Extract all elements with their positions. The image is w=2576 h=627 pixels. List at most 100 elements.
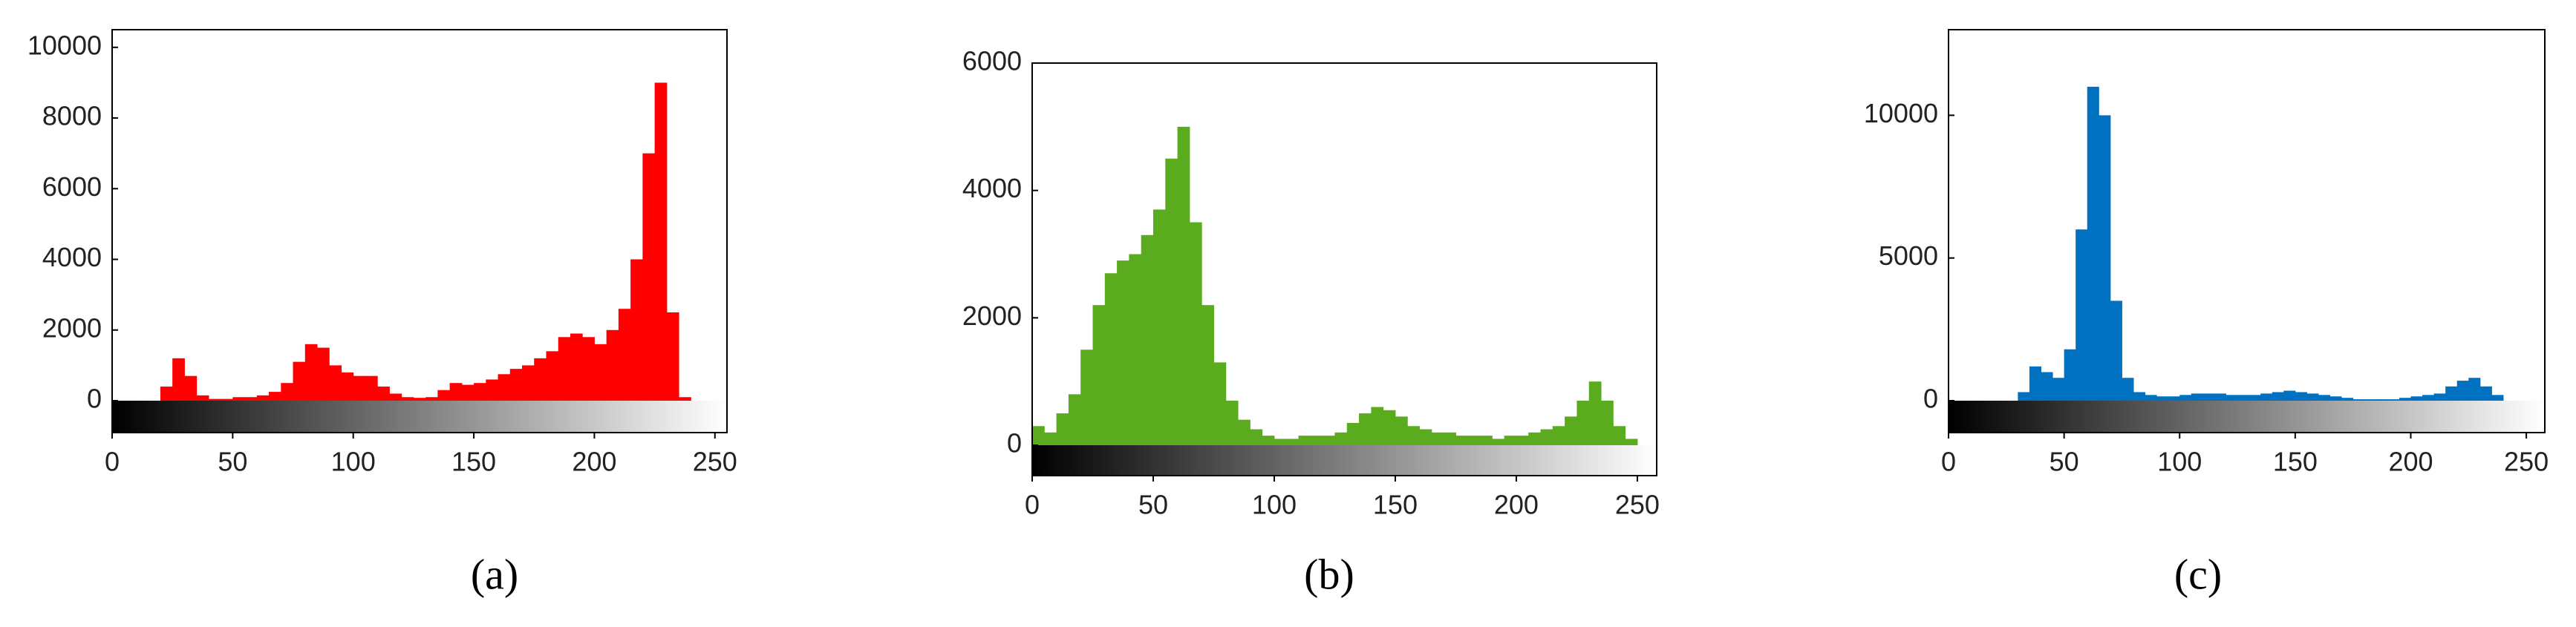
bar: [160, 386, 173, 401]
bar: [269, 392, 281, 401]
bar: [1359, 413, 1372, 445]
bar: [1601, 400, 1614, 445]
bar: [2341, 398, 2354, 401]
frame: [111, 29, 728, 433]
y-tick-label: 0: [1923, 384, 1938, 414]
bar: [2110, 301, 2122, 401]
bar: [2052, 378, 2065, 401]
bar: [1274, 439, 1287, 445]
x-tick-label: 250: [1615, 490, 1660, 520]
bar: [1129, 254, 1142, 445]
bar: [1455, 436, 1469, 445]
bar: [498, 374, 511, 401]
bar: [449, 383, 463, 401]
y-tick-label: 2000: [962, 301, 1022, 331]
bar: [1032, 426, 1045, 445]
bar: [1552, 426, 1565, 445]
bar: [2479, 386, 2492, 401]
x-tick-label: 50: [1138, 490, 1168, 520]
bar: [1213, 362, 1227, 445]
x-tick-label: 50: [2050, 447, 2079, 477]
y-tick-label: 6000: [42, 171, 102, 202]
bar: [1407, 426, 1421, 445]
bar: [534, 358, 547, 401]
bar: [1480, 436, 1493, 445]
bar: [437, 390, 451, 401]
y-tick-label: 0: [1007, 428, 1022, 459]
bar: [1371, 407, 1384, 445]
x-tick-label: 250: [693, 447, 737, 477]
y-tick-label: 10000: [1864, 98, 1938, 128]
bar: [2064, 349, 2076, 401]
bar: [1092, 305, 1106, 445]
bar: [2029, 366, 2041, 401]
x-tick-label: 200: [572, 447, 616, 477]
bar: [618, 309, 631, 401]
bar: [2387, 399, 2400, 401]
bar: [1540, 429, 1553, 445]
bar: [1588, 381, 1602, 445]
bar: [2214, 393, 2226, 401]
bar: [642, 153, 656, 401]
bar: [256, 395, 270, 401]
y-tick-label: 10000: [27, 30, 102, 60]
bar: [1177, 126, 1190, 446]
bar: [2018, 392, 2030, 401]
y-tick-label: 8000: [42, 101, 102, 131]
bar: [2133, 392, 2146, 401]
bar: [1431, 432, 1444, 445]
x-tick-label: 100: [331, 447, 376, 477]
bar: [1250, 429, 1263, 445]
bar: [232, 397, 246, 401]
bar: [1068, 394, 1081, 445]
bar: [2364, 399, 2377, 401]
x-tick-label: 150: [2273, 447, 2318, 477]
bar: [679, 397, 691, 401]
bar: [317, 347, 330, 401]
bar: [2468, 378, 2481, 401]
bar: [365, 375, 378, 401]
bar: [196, 395, 209, 401]
panel-label: (c): [2174, 550, 2222, 598]
bar: [1117, 260, 1129, 445]
bar: [1504, 436, 1517, 445]
bar: [1346, 422, 1360, 445]
bar: [2202, 393, 2215, 401]
bar: [2145, 395, 2157, 401]
bar: [582, 337, 595, 401]
bar: [2422, 395, 2435, 401]
bar: [353, 375, 366, 401]
bar: [461, 384, 475, 401]
bar: [2329, 396, 2342, 401]
bar: [546, 351, 559, 401]
bar: [570, 333, 583, 401]
bar: [1613, 426, 1626, 445]
bar: [1298, 436, 1311, 445]
bar: [1323, 436, 1335, 445]
bar: [2168, 396, 2180, 401]
panel-label: (a): [471, 550, 518, 598]
bar: [2410, 396, 2423, 401]
y-tick-label: 2000: [42, 312, 102, 343]
bar: [2376, 399, 2388, 401]
bar: [1238, 419, 1250, 445]
bar: [401, 397, 414, 401]
bar: [1262, 436, 1275, 445]
x-tick-label: 0: [1941, 447, 1956, 477]
bar: [1165, 158, 1178, 445]
bar: [2306, 393, 2319, 401]
bar: [1141, 234, 1154, 445]
bar: [389, 393, 402, 401]
bar: [221, 398, 233, 401]
bar: [304, 344, 318, 401]
bar: [1516, 436, 1529, 445]
bar: [2041, 372, 2053, 401]
bar: [172, 358, 185, 401]
bar: [509, 369, 523, 401]
bar: [208, 398, 221, 401]
bar: [1225, 400, 1239, 445]
bar: [425, 397, 438, 401]
bar: [2237, 395, 2250, 401]
bar: [2456, 381, 2469, 401]
